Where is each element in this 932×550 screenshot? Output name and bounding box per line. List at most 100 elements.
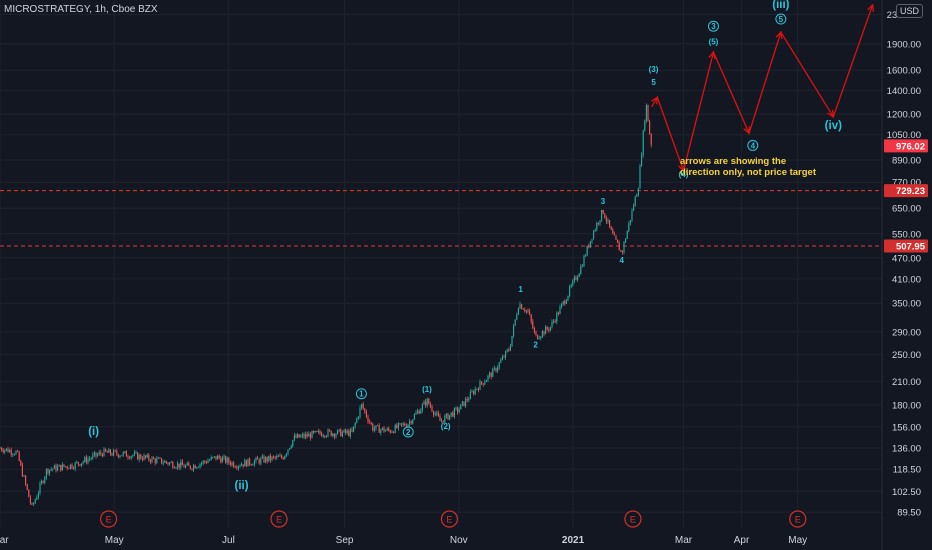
candle-body <box>121 455 123 457</box>
horizontal-levels[interactable] <box>0 190 882 247</box>
candle-body <box>457 407 459 412</box>
candle-body <box>130 456 132 459</box>
candle-body <box>428 398 430 404</box>
wave-label-circle <box>747 139 759 151</box>
candle-body <box>106 451 108 453</box>
candle-body <box>490 373 492 377</box>
candle-body <box>197 466 199 468</box>
candle-body <box>31 503 33 505</box>
candle-body <box>71 464 73 469</box>
candle-body <box>274 456 276 458</box>
candle-body <box>145 455 147 458</box>
candle-body <box>173 467 175 469</box>
candle-body <box>308 433 310 437</box>
wave-label: (iv) <box>825 120 842 132</box>
candle-body <box>617 239 619 244</box>
candle-body <box>220 458 222 463</box>
candle-body <box>445 413 447 417</box>
candle-body <box>545 326 547 335</box>
candle-body <box>273 456 275 458</box>
candle-body <box>521 304 523 309</box>
candle-body <box>383 427 385 432</box>
price-badge <box>884 239 928 253</box>
candle-body <box>316 431 318 432</box>
price-tick-label: 1600.00 <box>887 66 921 77</box>
earnings-marker[interactable] <box>624 510 642 528</box>
candle-body <box>581 266 583 268</box>
candle-body <box>7 448 9 453</box>
candle-body <box>321 433 323 437</box>
candle-body <box>218 455 220 459</box>
candle-body <box>500 360 502 363</box>
candle-body <box>482 383 484 385</box>
candle-body <box>444 416 446 423</box>
currency-button[interactable]: USD <box>896 4 924 18</box>
candle-body <box>644 120 646 131</box>
candle-body <box>479 381 481 390</box>
candle-body <box>578 273 580 277</box>
candle-body <box>165 461 167 463</box>
candle-body <box>415 412 417 415</box>
candle-body <box>628 223 630 232</box>
candle-body <box>29 497 31 504</box>
wave-label: 4 <box>751 141 756 150</box>
earnings-marker[interactable] <box>440 510 459 528</box>
price-tick-label: 250.00 <box>892 350 921 361</box>
candle-body <box>559 306 561 314</box>
candle-body <box>397 423 399 429</box>
time-tick-label: 2021 <box>562 535 585 546</box>
wave-label: (3) <box>649 65 659 74</box>
candle-body <box>242 464 244 467</box>
price-axis[interactable]: 2300.001900.001600.001400.001200.001050.… <box>887 10 921 519</box>
wave-label: 5 <box>651 78 656 87</box>
candle-body <box>135 452 137 454</box>
candle-body <box>196 467 198 469</box>
candle-body <box>618 243 620 251</box>
candle-body <box>351 429 353 432</box>
projection-arrows[interactable] <box>651 3 875 173</box>
candle-body <box>244 460 246 467</box>
candle-body <box>82 461 84 464</box>
candle-body <box>460 404 462 410</box>
candle-body <box>343 429 345 433</box>
candle-body <box>562 301 564 304</box>
candle-body <box>36 497 38 500</box>
candle-body <box>157 457 159 459</box>
price-tick-label: 550.00 <box>892 229 921 240</box>
projection-path[interactable] <box>651 4 874 173</box>
candle-body <box>221 457 223 463</box>
candle-body <box>12 454 14 456</box>
price-tick-label: 89.50 <box>897 508 921 519</box>
price-scale-background[interactable] <box>882 0 932 550</box>
price-tick-label: 1400.00 <box>887 86 921 97</box>
candle-body <box>610 226 612 230</box>
candle-body <box>527 310 529 312</box>
candle-body <box>621 250 623 253</box>
candle-body <box>167 462 169 465</box>
candle-body <box>473 391 475 395</box>
candle-body <box>90 458 92 460</box>
candle-body <box>60 464 62 471</box>
candle-body <box>161 458 163 464</box>
candle-body <box>583 256 585 267</box>
candle-body <box>476 388 478 390</box>
candle-body <box>295 435 297 438</box>
candle-body <box>601 210 603 221</box>
earnings-marker[interactable] <box>270 510 288 528</box>
arrow-head <box>775 30 783 40</box>
candle-body <box>641 155 643 166</box>
arrow-head <box>743 126 750 135</box>
time-axis[interactable]: Mar May Jul Sep Nov 2021 Mar Apr May <box>0 535 807 546</box>
candle-body <box>194 465 196 469</box>
earnings-marker[interactable] <box>100 510 118 528</box>
candle-body <box>359 407 361 417</box>
candle-body <box>637 188 639 195</box>
candle-body <box>25 475 27 485</box>
earnings-marker[interactable] <box>789 510 807 528</box>
candle-body <box>645 104 647 121</box>
candle-body <box>164 461 166 463</box>
candle-body <box>228 458 230 463</box>
